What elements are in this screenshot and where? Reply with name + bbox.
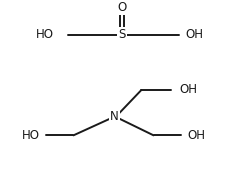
Text: HO: HO xyxy=(21,129,40,142)
Text: N: N xyxy=(110,110,119,123)
Text: HO: HO xyxy=(36,28,54,41)
Text: OH: OH xyxy=(180,83,198,97)
Text: S: S xyxy=(118,28,126,41)
Text: OH: OH xyxy=(185,28,203,41)
Text: O: O xyxy=(117,1,127,15)
Text: OH: OH xyxy=(187,129,205,142)
